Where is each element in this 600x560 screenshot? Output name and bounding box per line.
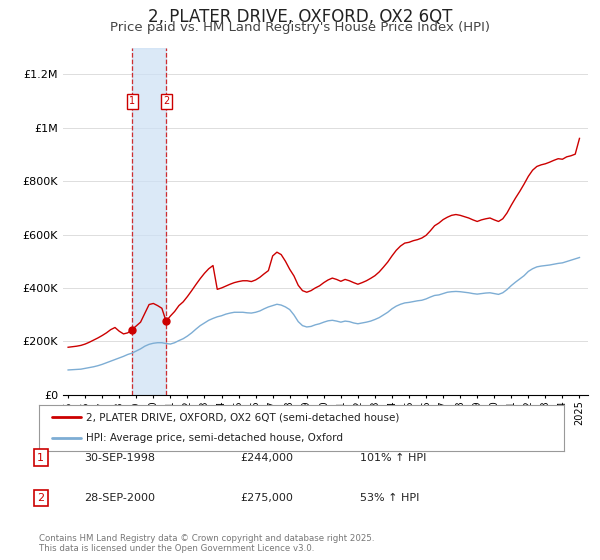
- Text: 30-SEP-1998: 30-SEP-1998: [84, 452, 155, 463]
- Text: 53% ↑ HPI: 53% ↑ HPI: [360, 493, 419, 503]
- Text: 2, PLATER DRIVE, OXFORD, OX2 6QT: 2, PLATER DRIVE, OXFORD, OX2 6QT: [148, 8, 452, 26]
- Text: 1: 1: [37, 452, 44, 463]
- Text: 2, PLATER DRIVE, OXFORD, OX2 6QT (semi-detached house): 2, PLATER DRIVE, OXFORD, OX2 6QT (semi-d…: [86, 412, 400, 422]
- Text: 2: 2: [163, 96, 169, 106]
- Text: Contains HM Land Registry data © Crown copyright and database right 2025.
This d: Contains HM Land Registry data © Crown c…: [39, 534, 374, 553]
- Text: Price paid vs. HM Land Registry's House Price Index (HPI): Price paid vs. HM Land Registry's House …: [110, 21, 490, 34]
- Bar: [132, 48, 166, 395]
- Text: 2: 2: [37, 493, 44, 503]
- Text: £275,000: £275,000: [240, 493, 293, 503]
- Text: HPI: Average price, semi-detached house, Oxford: HPI: Average price, semi-detached house,…: [86, 433, 343, 444]
- Text: 28-SEP-2000: 28-SEP-2000: [84, 493, 155, 503]
- Text: 1: 1: [129, 96, 135, 106]
- Text: 101% ↑ HPI: 101% ↑ HPI: [360, 452, 427, 463]
- Text: £244,000: £244,000: [240, 452, 293, 463]
